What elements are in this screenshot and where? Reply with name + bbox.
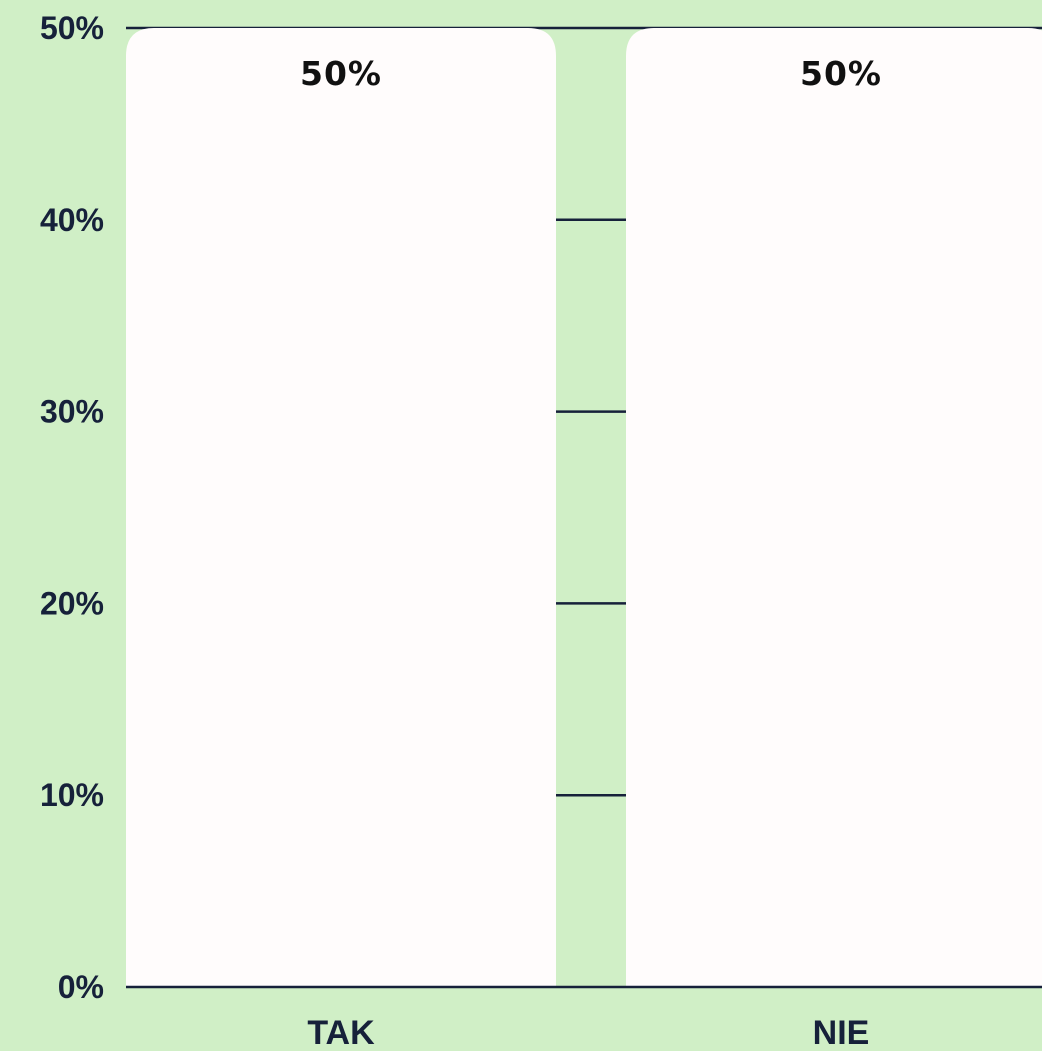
y-tick-label: 30%: [40, 394, 104, 430]
x-tick-label-nie: NIE: [813, 1014, 870, 1051]
bars: [126, 28, 1042, 987]
data-labels: 50% 50%: [300, 54, 882, 93]
y-tick-label: 40%: [40, 202, 104, 238]
y-tick-label: 20%: [40, 585, 104, 621]
y-tick-label: 0%: [58, 969, 104, 1005]
x-axis-tick-labels: TAK NIE: [307, 1014, 869, 1051]
bar-nie: [626, 28, 1042, 987]
y-axis-tick-labels: 0% 10% 20% 30% 40% 50%: [40, 10, 104, 1005]
data-label-tak: 50%: [300, 54, 382, 93]
y-tick-label: 10%: [40, 777, 104, 813]
x-tick-label-tak: TAK: [307, 1014, 375, 1051]
data-label-nie: 50%: [800, 54, 882, 93]
bar-tak: [126, 28, 556, 987]
y-tick-label: 50%: [40, 10, 104, 46]
